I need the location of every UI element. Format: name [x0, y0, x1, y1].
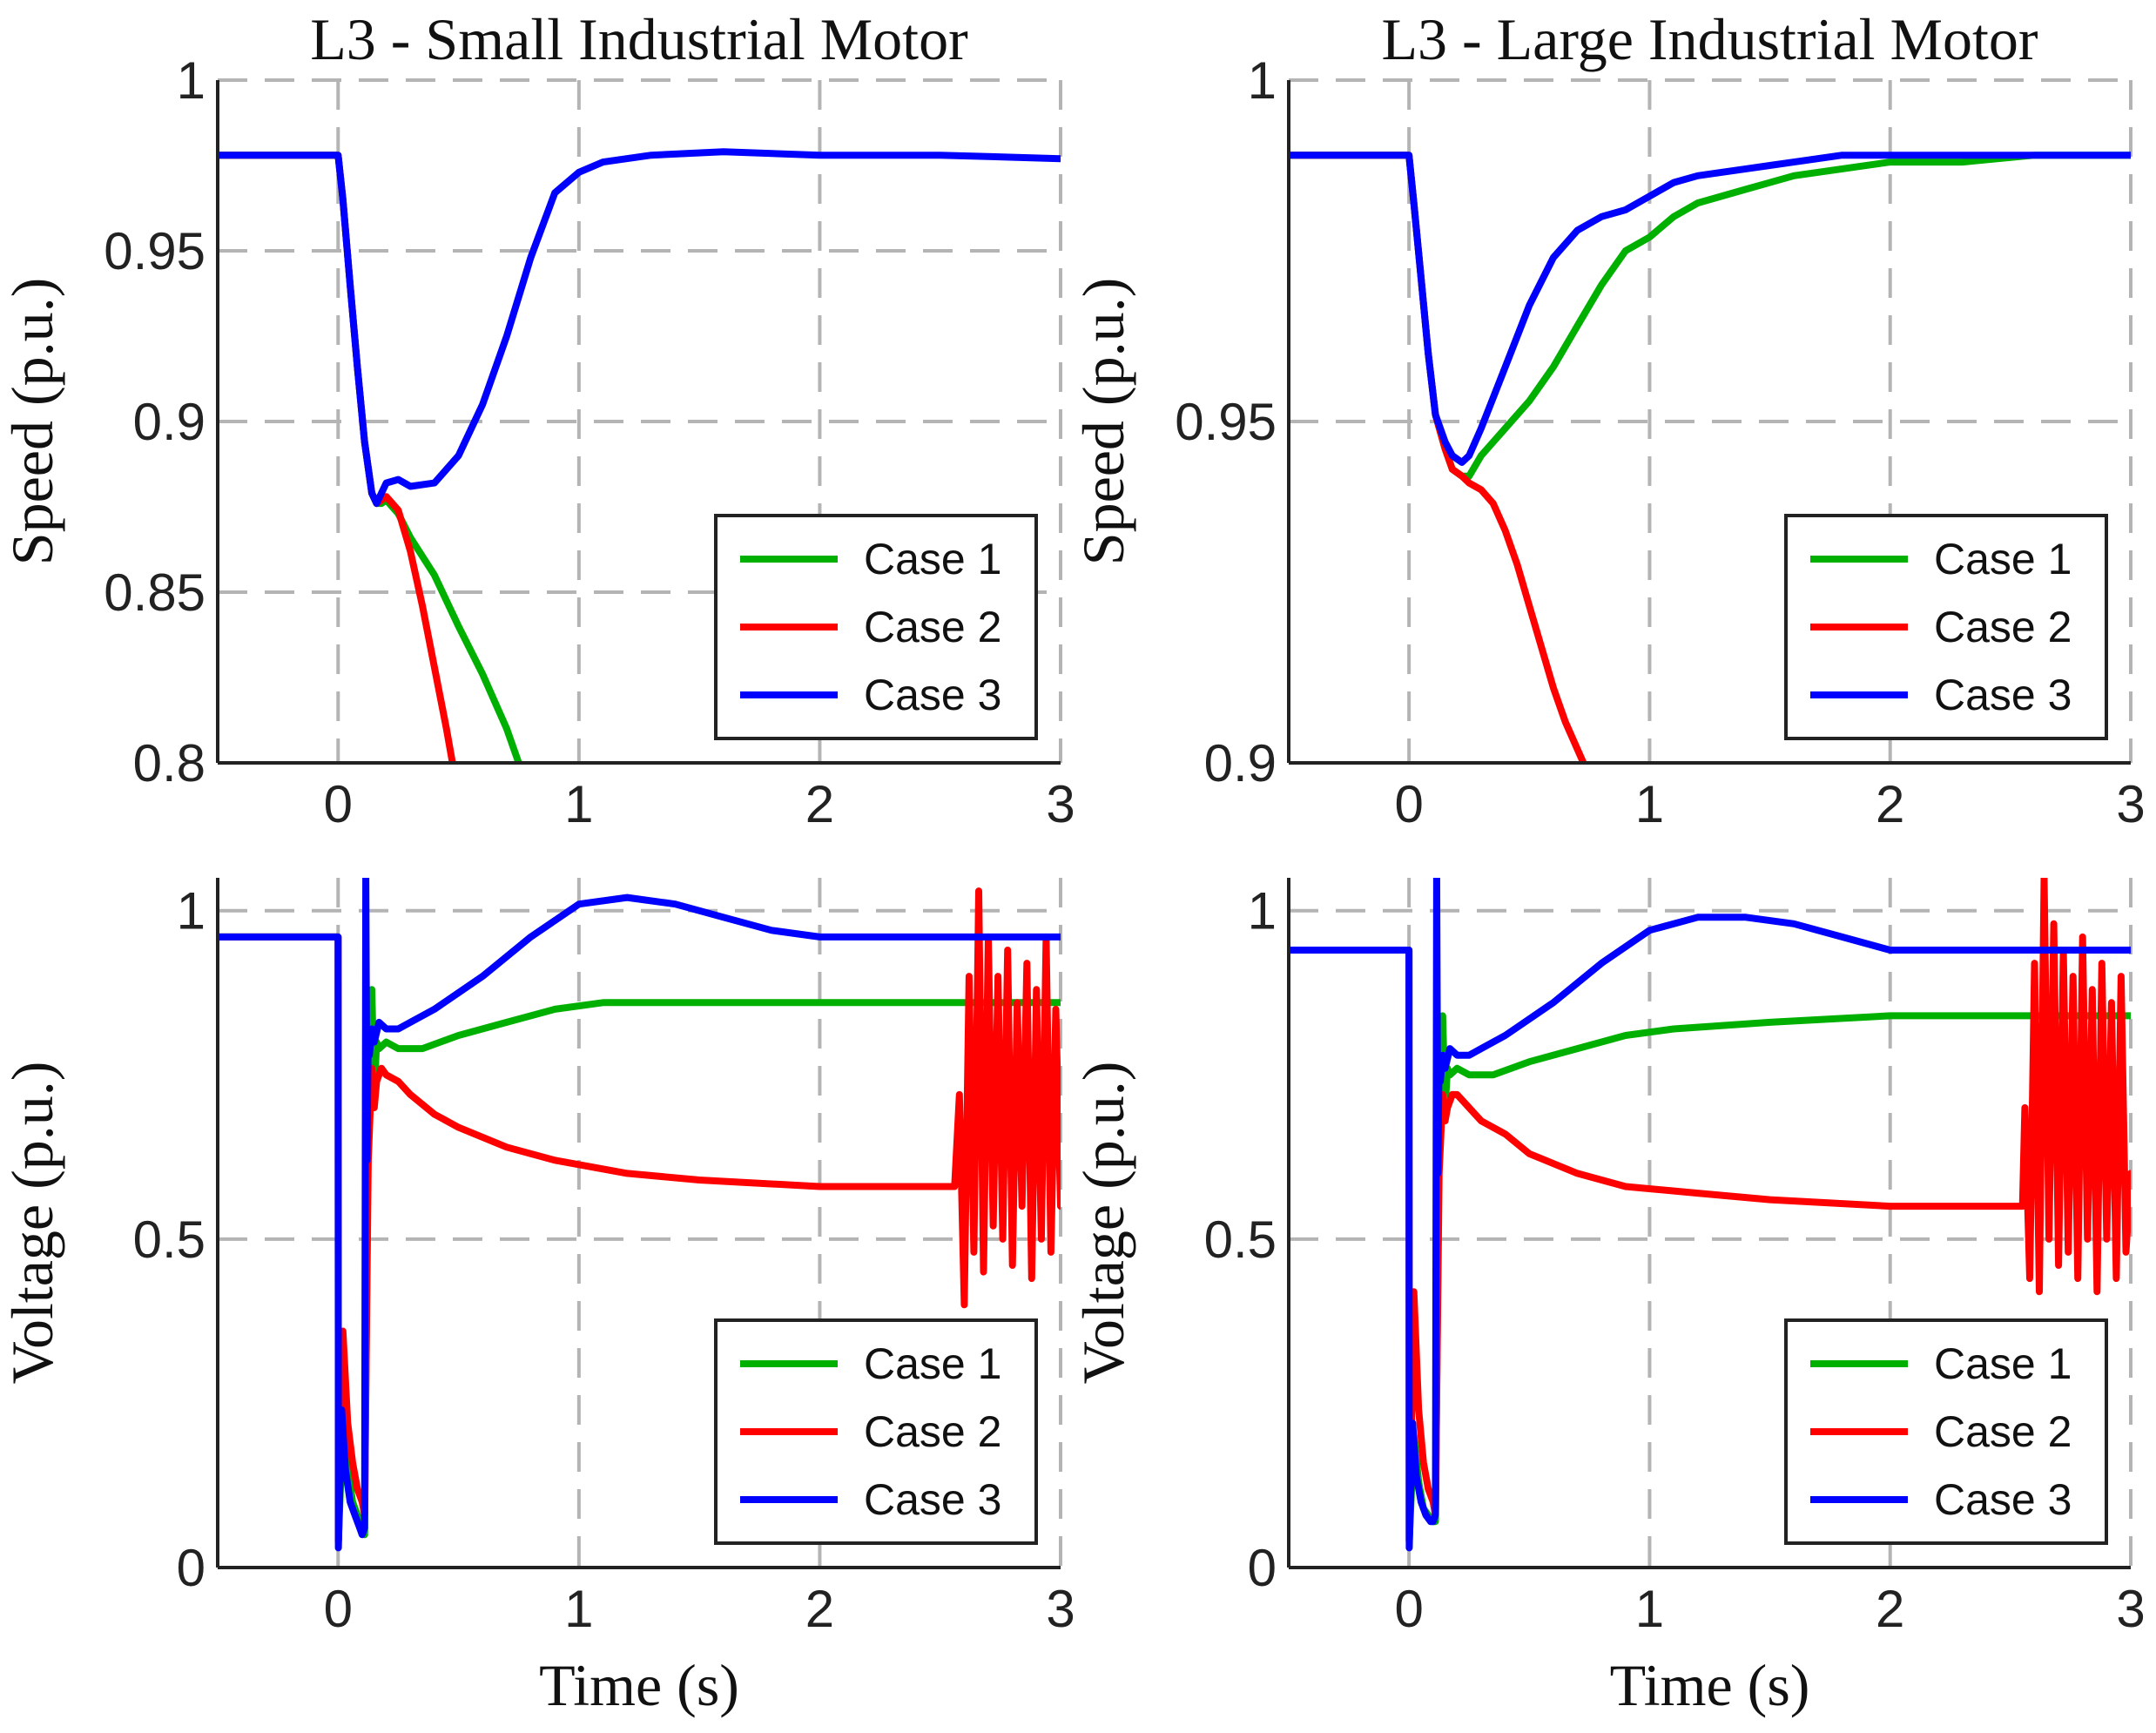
y-tick-label: 0 [177, 1539, 205, 1597]
legend-entry: Case 3 [864, 1475, 1001, 1524]
legend-entry: Case 3 [1934, 671, 2072, 719]
x-tick-label: 3 [2116, 775, 2145, 833]
x-tick-label: 0 [1394, 775, 1423, 833]
legend-box [714, 514, 1038, 740]
legend-entry: Case 1 [864, 1339, 1001, 1388]
x-tick-label: 3 [2116, 1580, 2145, 1638]
legend-entry: Case 2 [864, 603, 1001, 651]
x-tick-label: 0 [324, 775, 353, 833]
y-tick-label: 0.85 [104, 563, 205, 622]
legend: Case 1 Case 2 Case 3 [1784, 1318, 2108, 1545]
y-tick-label: 0.5 [133, 1210, 205, 1269]
series-line-case-3 [218, 148, 1061, 508]
chart-title: L3 - Large Industrial Motor [1381, 6, 2038, 72]
chart-panel-0: 0 1 2 3 0.8 0.85 0.9 0.95 1 L3 - Small Industrial… [0, 6, 1075, 833]
series-line-case-2 [1289, 152, 1587, 763]
y-tick-label: 0.95 [1175, 393, 1277, 451]
y-axis-label: Speed (p.u.) [1070, 278, 1136, 565]
x-axis-label: Time (s) [539, 1652, 739, 1718]
legend: Case 1 Case 2 Case 3 [714, 514, 1038, 740]
legend-entry: Case 2 [864, 1407, 1001, 1456]
legend: Case 1 Case 2 Case 3 [714, 1318, 1038, 1545]
series-line-case-3 [218, 878, 1061, 1552]
x-tick-label: 1 [1635, 1580, 1664, 1638]
x-tick-label: 2 [805, 1580, 834, 1638]
x-tick-label: 0 [324, 1580, 353, 1638]
x-axis-label: Time (s) [1610, 1652, 1810, 1718]
legend-entry: Case 3 [1934, 1475, 2072, 1524]
x-tick-label: 2 [1876, 775, 1904, 833]
y-tick-label: 0.95 [104, 222, 205, 280]
legend-entry: Case 2 [1934, 603, 2072, 651]
x-tick-label: 3 [1046, 1580, 1075, 1638]
x-tick-label: 2 [1876, 1580, 1904, 1638]
legend: Case 1 Case 2 Case 3 [1784, 514, 2108, 740]
legend-entry: Case 1 [1934, 1339, 2072, 1388]
legend-entry: Case 2 [1934, 1407, 2072, 1456]
x-tick-label: 2 [805, 775, 834, 833]
y-axis-label: Voltage (p.u.) [1070, 1062, 1136, 1385]
y-tick-label: 1 [177, 882, 205, 941]
x-tick-label: 1 [564, 1580, 593, 1638]
series-line-case-3 [1289, 878, 2131, 1552]
y-axis-label: Speed (p.u.) [0, 278, 65, 565]
y-tick-label: 0.9 [133, 393, 205, 451]
y-tick-label: 0.9 [1204, 734, 1277, 792]
chart-title: L3 - Small Industrial Motor [310, 6, 968, 72]
series-line-case-3 [1289, 152, 2131, 466]
x-tick-label: 1 [1635, 775, 1664, 833]
y-tick-label: 0.5 [1204, 1210, 1277, 1269]
y-tick-label: 1 [177, 51, 205, 110]
legend-entry: Case 1 [1934, 535, 2072, 583]
x-tick-label: 1 [564, 775, 593, 833]
chart-panel-1: 0 1 2 3 0.9 0.95 1 L3 - Large Industrial Motor S… [1070, 6, 2146, 833]
legend-entry: Case 1 [864, 535, 1001, 583]
series-line-case-2 [218, 152, 456, 763]
y-axis-label: Voltage (p.u.) [0, 1062, 65, 1385]
y-tick-label: 0.8 [133, 734, 205, 792]
legend-entry: Case 3 [864, 671, 1001, 719]
x-tick-label: 0 [1394, 1580, 1423, 1638]
x-tick-label: 3 [1046, 775, 1075, 833]
y-tick-label: 1 [1248, 882, 1277, 941]
y-tick-label: 0 [1248, 1539, 1277, 1597]
y-tick-label: 1 [1248, 51, 1277, 110]
